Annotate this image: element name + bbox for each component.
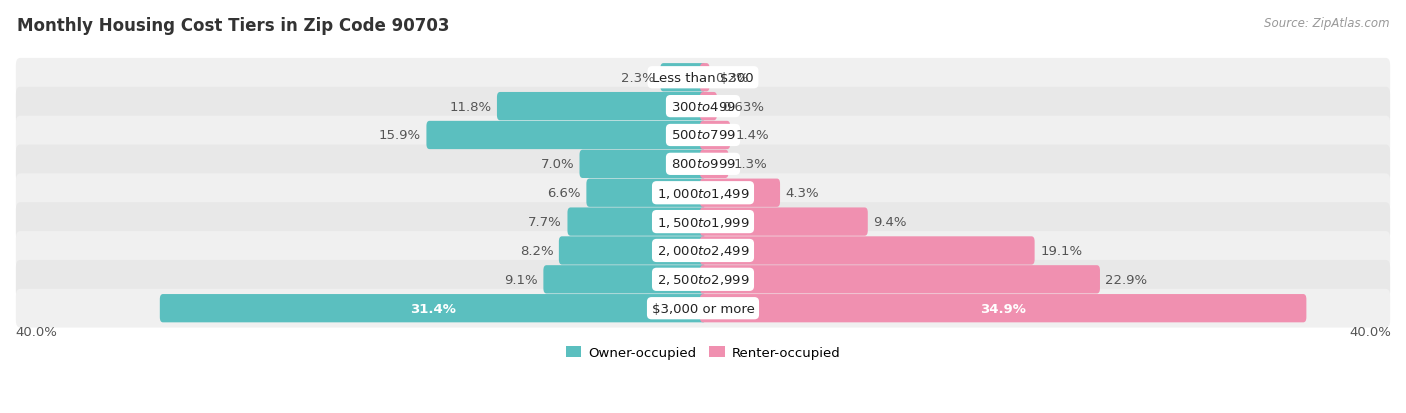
Text: 40.0%: 40.0% — [15, 325, 56, 339]
FancyBboxPatch shape — [15, 174, 1391, 213]
Text: $2,500 to $2,999: $2,500 to $2,999 — [657, 273, 749, 287]
FancyBboxPatch shape — [579, 150, 706, 178]
FancyBboxPatch shape — [15, 59, 1391, 97]
Text: 15.9%: 15.9% — [378, 129, 420, 142]
Legend: Owner-occupied, Renter-occupied: Owner-occupied, Renter-occupied — [560, 341, 846, 365]
Text: 9.4%: 9.4% — [873, 216, 907, 228]
Text: 19.1%: 19.1% — [1040, 244, 1083, 257]
Text: Less than $300: Less than $300 — [652, 71, 754, 85]
Text: 31.4%: 31.4% — [411, 302, 456, 315]
Text: $500 to $799: $500 to $799 — [671, 129, 735, 142]
Text: 6.6%: 6.6% — [547, 187, 581, 200]
FancyBboxPatch shape — [700, 179, 780, 207]
Text: $2,000 to $2,499: $2,000 to $2,499 — [657, 244, 749, 258]
Text: 9.1%: 9.1% — [505, 273, 538, 286]
FancyBboxPatch shape — [586, 179, 706, 207]
Text: $3,000 or more: $3,000 or more — [651, 302, 755, 315]
FancyBboxPatch shape — [15, 88, 1391, 126]
Text: 7.0%: 7.0% — [540, 158, 574, 171]
FancyBboxPatch shape — [700, 237, 1035, 265]
FancyBboxPatch shape — [15, 203, 1391, 241]
Text: 40.0%: 40.0% — [1350, 325, 1391, 339]
Text: 4.3%: 4.3% — [786, 187, 820, 200]
Text: 1.3%: 1.3% — [734, 158, 768, 171]
Text: $1,000 to $1,499: $1,000 to $1,499 — [657, 186, 749, 200]
FancyBboxPatch shape — [15, 116, 1391, 155]
FancyBboxPatch shape — [15, 289, 1391, 328]
FancyBboxPatch shape — [568, 208, 706, 236]
FancyBboxPatch shape — [700, 121, 730, 150]
FancyBboxPatch shape — [700, 208, 868, 236]
Text: $1,500 to $1,999: $1,500 to $1,999 — [657, 215, 749, 229]
Text: Monthly Housing Cost Tiers in Zip Code 90703: Monthly Housing Cost Tiers in Zip Code 9… — [17, 17, 450, 34]
Text: 1.4%: 1.4% — [735, 129, 769, 142]
FancyBboxPatch shape — [15, 260, 1391, 299]
Text: 11.8%: 11.8% — [450, 100, 492, 113]
FancyBboxPatch shape — [661, 64, 706, 92]
Text: $800 to $999: $800 to $999 — [671, 158, 735, 171]
Text: $300 to $499: $300 to $499 — [671, 100, 735, 113]
Text: 7.7%: 7.7% — [529, 216, 562, 228]
FancyBboxPatch shape — [15, 145, 1391, 184]
FancyBboxPatch shape — [496, 93, 706, 121]
Text: 8.2%: 8.2% — [520, 244, 554, 257]
Text: 0.2%: 0.2% — [716, 71, 748, 85]
FancyBboxPatch shape — [543, 266, 706, 294]
Text: 22.9%: 22.9% — [1105, 273, 1147, 286]
FancyBboxPatch shape — [700, 266, 1099, 294]
FancyBboxPatch shape — [15, 232, 1391, 270]
FancyBboxPatch shape — [700, 64, 710, 92]
FancyBboxPatch shape — [700, 93, 717, 121]
Text: 0.63%: 0.63% — [723, 100, 765, 113]
Text: 34.9%: 34.9% — [980, 302, 1026, 315]
FancyBboxPatch shape — [160, 294, 706, 323]
FancyBboxPatch shape — [558, 237, 706, 265]
FancyBboxPatch shape — [700, 294, 1306, 323]
FancyBboxPatch shape — [700, 150, 728, 178]
Text: Source: ZipAtlas.com: Source: ZipAtlas.com — [1264, 17, 1389, 29]
FancyBboxPatch shape — [426, 121, 706, 150]
Text: 2.3%: 2.3% — [621, 71, 655, 85]
